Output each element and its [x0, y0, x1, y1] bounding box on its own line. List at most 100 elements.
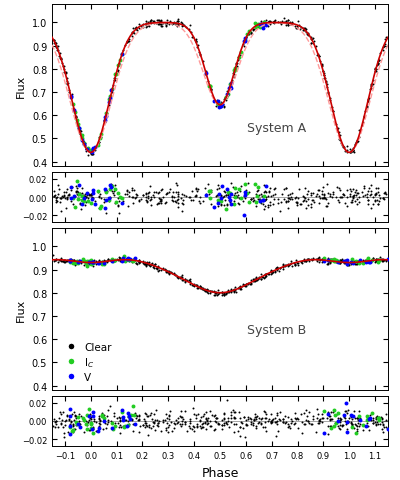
- Point: [354, 415, 361, 422]
- Point: [53, 418, 59, 425]
- Point: [252, 276, 259, 284]
- Point: [254, 22, 260, 30]
- Point: [218, 201, 224, 208]
- Point: [298, 24, 304, 32]
- Point: [370, 255, 376, 263]
- Point: [263, 273, 269, 281]
- Point: [352, 197, 358, 205]
- Point: [141, 420, 148, 427]
- Point: [96, 139, 102, 147]
- Point: [150, 264, 156, 271]
- Point: [267, 199, 274, 206]
- Point: [213, 418, 219, 426]
- Point: [168, 21, 175, 29]
- Point: [120, 256, 126, 264]
- Point: [270, 20, 277, 28]
- Point: [163, 269, 169, 276]
- Point: [344, 409, 350, 417]
- Point: [285, 17, 292, 24]
- Point: [321, 75, 327, 83]
- Point: [302, 26, 308, 34]
- Point: [70, 259, 76, 266]
- Point: [66, 258, 73, 265]
- Point: [53, 194, 59, 202]
- Point: [101, 119, 108, 126]
- Point: [365, 96, 372, 103]
- Point: [357, 420, 364, 428]
- Point: [153, 421, 160, 429]
- Point: [146, 261, 152, 269]
- Point: [121, 253, 127, 261]
- Point: [214, 197, 221, 205]
- Point: [243, 416, 249, 423]
- Point: [166, 268, 172, 276]
- Point: [128, 417, 135, 424]
- Point: [344, 203, 350, 210]
- Point: [245, 413, 251, 421]
- Point: [58, 258, 64, 265]
- Point: [93, 428, 99, 435]
- Point: [263, 17, 269, 25]
- Point: [349, 421, 355, 429]
- Point: [99, 261, 105, 268]
- Point: [230, 183, 236, 191]
- Point: [232, 194, 238, 202]
- Point: [146, 258, 152, 266]
- Point: [328, 193, 335, 201]
- Point: [214, 200, 221, 208]
- Point: [357, 260, 363, 268]
- Point: [120, 255, 127, 263]
- Point: [365, 414, 372, 422]
- Point: [96, 422, 102, 430]
- Point: [155, 264, 162, 272]
- Point: [73, 114, 80, 121]
- Point: [324, 261, 330, 268]
- Point: [248, 280, 255, 288]
- Point: [204, 288, 210, 296]
- Point: [342, 199, 348, 207]
- Point: [260, 197, 266, 205]
- Point: [76, 423, 83, 431]
- Point: [251, 416, 257, 423]
- Point: [355, 259, 361, 267]
- Point: [111, 75, 117, 83]
- Point: [49, 422, 56, 430]
- Point: [194, 423, 200, 431]
- Point: [53, 255, 59, 263]
- Point: [115, 414, 122, 421]
- Point: [75, 122, 82, 130]
- Point: [182, 419, 188, 426]
- Point: [268, 268, 274, 276]
- Point: [149, 416, 155, 423]
- Point: [205, 181, 212, 189]
- Point: [100, 426, 106, 433]
- Point: [51, 188, 57, 195]
- Point: [381, 424, 387, 432]
- Point: [70, 429, 76, 436]
- Point: [96, 259, 102, 267]
- Point: [242, 189, 248, 197]
- Point: [353, 137, 360, 144]
- Point: [208, 86, 214, 94]
- Point: [135, 258, 141, 265]
- Point: [107, 182, 113, 190]
- Point: [61, 194, 68, 202]
- Point: [236, 186, 242, 194]
- Point: [362, 422, 368, 430]
- Point: [237, 285, 243, 293]
- Point: [216, 191, 222, 198]
- Point: [320, 415, 326, 422]
- Point: [129, 257, 136, 264]
- Point: [187, 277, 193, 285]
- Point: [116, 61, 122, 69]
- Point: [366, 95, 372, 103]
- Point: [106, 196, 112, 204]
- Point: [285, 23, 291, 30]
- Point: [119, 255, 125, 263]
- Point: [341, 192, 347, 199]
- Point: [221, 409, 228, 417]
- Point: [236, 201, 242, 208]
- Point: [338, 415, 344, 423]
- Point: [261, 22, 267, 30]
- Point: [289, 262, 295, 270]
